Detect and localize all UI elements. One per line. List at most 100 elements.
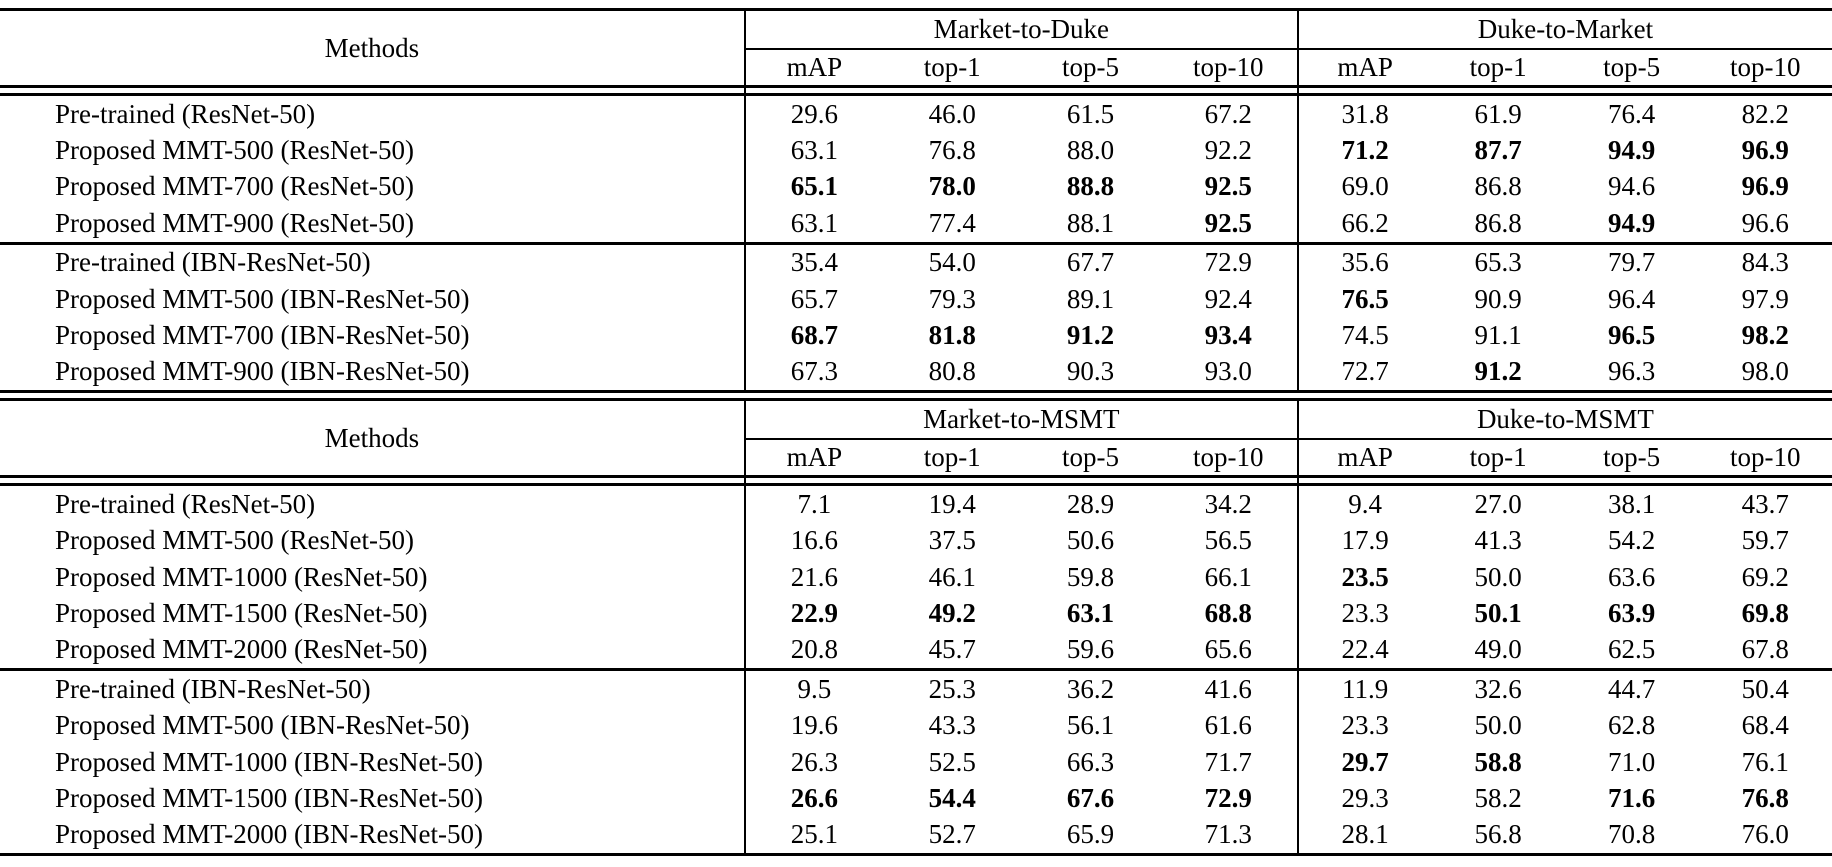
col-header-map: mAP — [743, 49, 884, 88]
method-cell: Proposed MMT-1500 (IBN-ResNet-50) — [55, 782, 483, 813]
col-header-top5: top-5 — [1021, 439, 1160, 479]
value-cell: 93.0 — [1159, 353, 1298, 394]
value-cell: 46.1 — [928, 561, 976, 592]
method-cell: Pre-trained (IBN-ResNet-50) — [0, 241, 745, 281]
value-cell: 56.5 — [1204, 525, 1252, 556]
value-cell: 96.9 — [1741, 135, 1789, 166]
double-rule — [0, 476, 1832, 487]
value-cell: 87.7 — [1474, 135, 1522, 166]
value-cell: 65.9 — [1021, 816, 1160, 857]
col-header-top10: top-10 — [1159, 439, 1298, 479]
value-cell: 94.9 — [1608, 135, 1656, 166]
value-cell: 54.2 — [1608, 525, 1656, 556]
value-cell: 23.3 — [1296, 707, 1432, 744]
results-table-msmt: Methods Market-to-MSMT Duke-to-MSMT mAP … — [0, 398, 1832, 857]
value-cell: 92.5 — [1204, 171, 1252, 202]
value-cell: 29.3 — [1296, 780, 1432, 817]
value-cell: 71.6 — [1608, 782, 1656, 813]
table-row: Proposed MMT-500 (ResNet-50) 63.1 76.8 88.0… — [0, 132, 1832, 169]
value-cell: 74.5 — [1296, 317, 1432, 354]
value-cell: 25.1 — [743, 816, 884, 857]
method-cell: Pre-trained (ResNet-50) — [55, 488, 316, 519]
value-cell: 41.6 — [1159, 668, 1298, 708]
value-cell: 61.9 — [1474, 98, 1522, 129]
table-row: Proposed MMT-1500 (ResNet-50) 22.9 49.2 63.… — [0, 595, 1832, 632]
method-cell: Proposed MMT-900 (IBN-ResNet-50) — [0, 353, 745, 394]
method-cell: Proposed MMT-500 (IBN-ResNet-50) — [55, 283, 470, 314]
value-cell: 25.3 — [883, 668, 1022, 708]
value-cell: 97.9 — [1741, 283, 1789, 314]
value-cell: 94.6 — [1608, 171, 1656, 202]
value-cell: 66.3 — [1066, 746, 1115, 777]
value-cell: 70.8 — [1564, 816, 1699, 857]
value-cell: 59.6 — [1066, 634, 1115, 665]
group-header-market-to-duke: Market-to-Duke — [743, 9, 1298, 50]
value-cell: 56.8 — [1431, 816, 1565, 857]
value-cell: 98.2 — [1741, 320, 1789, 351]
value-cell: 96.6 — [1741, 207, 1789, 238]
method-cell: Proposed MMT-1500 (ResNet-50) — [55, 597, 428, 628]
value-cell: 7.1 — [743, 484, 884, 523]
value-cell: 35.4 — [743, 241, 884, 281]
group-header-market-to-msmt: Market-to-MSMT — [743, 399, 1298, 441]
value-cell: 27.0 — [1474, 488, 1522, 519]
value-cell: 54.4 — [928, 782, 976, 813]
col-header-map: mAP — [1296, 439, 1432, 479]
value-cell: 96.4 — [1608, 283, 1656, 314]
value-cell: 76.5 — [1296, 280, 1432, 318]
method-cell: Proposed MMT-700 (ResNet-50) — [55, 171, 414, 202]
value-cell: 69.0 — [1296, 168, 1432, 206]
value-cell: 63.6 — [1608, 561, 1656, 592]
value-cell: 43.7 — [1741, 488, 1789, 519]
value-cell: 22.9 — [743, 595, 884, 632]
value-cell: 11.9 — [1296, 668, 1432, 708]
value-cell: 28.1 — [1296, 816, 1432, 857]
value-cell: 61.5 — [1066, 98, 1115, 129]
value-cell: 91.2 — [1066, 320, 1115, 351]
value-cell: 76.8 — [1741, 782, 1789, 813]
value-cell: 37.5 — [928, 525, 976, 556]
value-cell: 49.2 — [928, 597, 976, 628]
value-cell: 86.8 — [1474, 171, 1522, 202]
col-header-top10: top-10 — [1698, 49, 1832, 88]
value-cell: 59.8 — [1066, 561, 1115, 592]
col-header-top10: top-10 — [1159, 49, 1298, 88]
table-row: Proposed MMT-900 (ResNet-50) 63.1 77.4 88.1… — [0, 205, 1832, 244]
value-cell: 89.1 — [1066, 283, 1115, 314]
col-header-top1: top-1 — [883, 439, 1022, 479]
value-cell: 91.1 — [1474, 320, 1522, 351]
value-cell: 79.3 — [928, 283, 976, 314]
value-cell: 35.6 — [1296, 241, 1432, 281]
value-cell: 81.8 — [928, 320, 976, 351]
value-cell: 17.9 — [1296, 522, 1432, 559]
value-cell: 23.5 — [1296, 558, 1432, 596]
double-rule — [0, 86, 1832, 96]
method-cell: Pre-trained (ResNet-50) — [55, 98, 316, 129]
value-cell: 45.7 — [928, 634, 976, 665]
value-cell: 50.1 — [1474, 597, 1522, 628]
value-cell: 67.7 — [1021, 241, 1160, 281]
value-cell: 76.1 — [1741, 746, 1789, 777]
value-cell: 19.6 — [743, 707, 884, 744]
value-cell: 26.3 — [743, 743, 884, 781]
value-cell: 9.5 — [743, 668, 884, 708]
value-cell: 66.1 — [1204, 561, 1252, 592]
value-cell: 49.0 — [1474, 634, 1522, 665]
value-cell: 50.4 — [1698, 668, 1832, 708]
value-cell: 65.7 — [743, 280, 884, 318]
method-cell: Proposed MMT-2000 (IBN-ResNet-50) — [0, 816, 745, 857]
value-cell: 63.1 — [743, 205, 884, 244]
value-cell: 98.0 — [1698, 353, 1832, 394]
value-cell: 63.9 — [1608, 597, 1656, 628]
value-cell: 93.4 — [1204, 320, 1252, 351]
table-row: Proposed MMT-1000 (IBN-ResNet-50) 26.3 52.… — [0, 743, 1832, 781]
col-header-map: mAP — [743, 439, 884, 479]
value-cell: 96.5 — [1608, 320, 1656, 351]
value-cell: 65.1 — [743, 168, 884, 206]
value-cell: 88.0 — [1066, 135, 1115, 166]
method-cell: Proposed MMT-900 (ResNet-50) — [55, 207, 414, 238]
value-cell: 28.9 — [1066, 488, 1115, 519]
value-cell: 50.0 — [1474, 561, 1522, 592]
value-cell: 92.4 — [1204, 283, 1252, 314]
